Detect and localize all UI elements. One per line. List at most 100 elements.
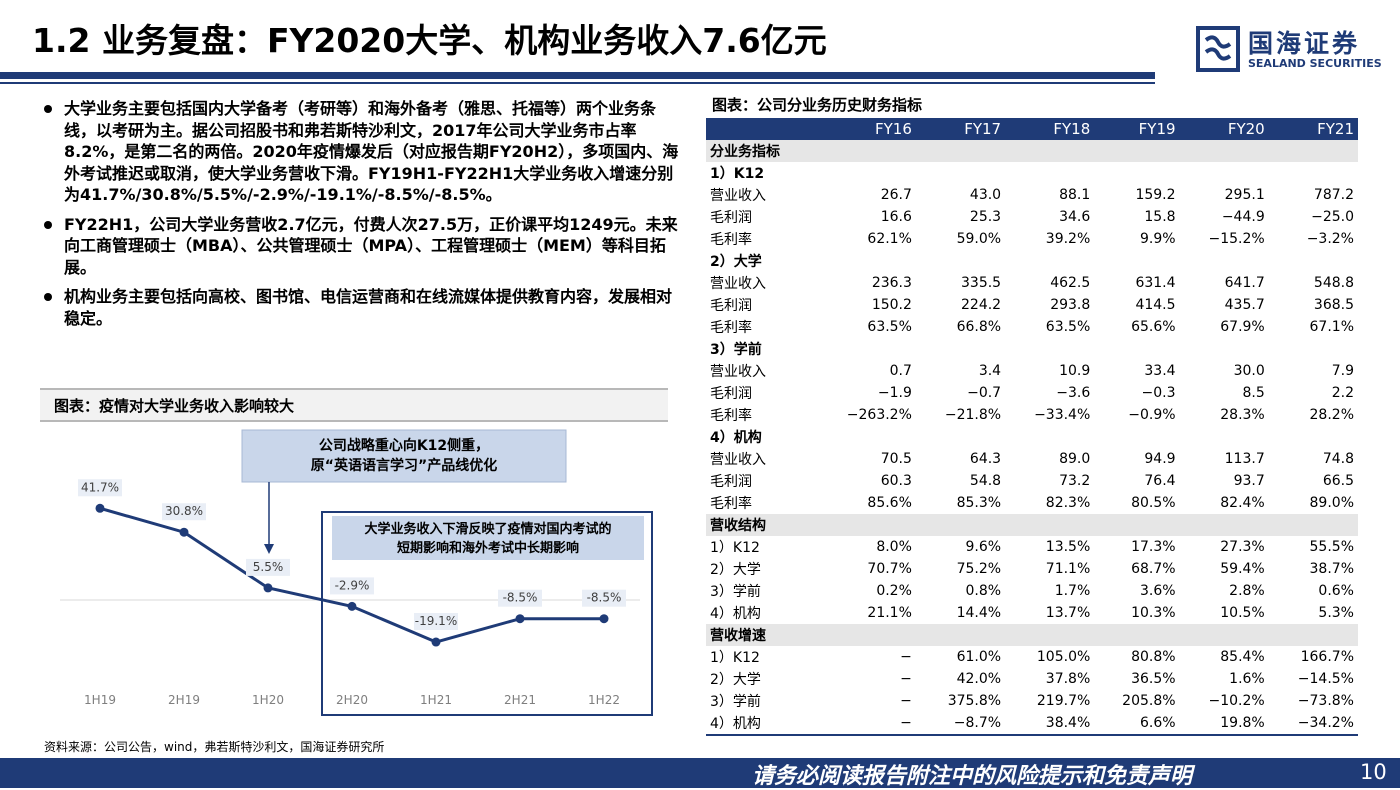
row-label: 3）学前 [710,342,762,358]
table-cell: 631.4 [1135,275,1176,291]
table-cell: 205.8% [1122,693,1176,709]
table-row: 分业务指标 [706,140,1358,162]
table-cell [814,250,916,272]
table-cell: 19.8% [1220,715,1265,731]
title-rule-thin [0,82,1155,84]
table-cell [814,624,916,646]
data-point [515,614,525,624]
table-cell: 70.5 [880,451,912,467]
table-row: 3）学前 0.2% 0.8% 1.7% 3.6% 2.8% 0.6% [706,580,1358,602]
table-row: 4）机构 − −8.7% 38.4% 6.6% 19.8% −34.2% [706,712,1358,734]
table-cell: 66.5 [1322,473,1354,489]
table-row: 1）K12 − 61.0% 105.0% 80.8% 85.4% 166.7% [706,646,1358,668]
table-cell: 462.5 [1050,275,1091,291]
table-cell [1094,426,1179,448]
data-label: 41.7% [81,480,119,494]
table-cell: 335.5 [961,275,1002,291]
table-cell: 5.3% [1318,605,1354,621]
data-label-bg [78,479,122,497]
bullet-fy22h1: FY22H1，公司大学业务营收2.7亿元，付费人次27.5万，正价课平均1249… [40,214,680,279]
callout-strategy-line1: 公司战略重心向K12侧重， [319,437,489,454]
row-label: 营收结构 [706,514,815,536]
row-label: 毛利率 [710,408,752,424]
table-cell [1269,426,1358,448]
table-cell: −8.7% [953,715,1002,731]
row-label: 营业收入 [710,188,766,204]
series-layer: 41.7% 1H19 30.8% 2H19 5.5% 1H20 -2.9% 2H20 -19.1… [78,479,626,707]
data-label-bg [498,589,542,607]
table-cell: 13.7% [1045,605,1091,621]
table-cell [1268,140,1358,162]
table-cell: 1.7% [1054,583,1091,599]
table-cell [1180,162,1269,184]
table-row: 1）K12 8.0% 9.6% 13.5% 17.3% 27.3% 55.5% [706,536,1358,558]
table-cell [915,514,1006,536]
table-cell: 224.2 [961,297,1002,313]
row-label: 4）机构 [710,606,761,622]
table-cell: 80.8% [1131,649,1176,665]
table-cell: 3.4 [978,363,1002,379]
table-cell: 66.8% [956,319,1002,335]
table-cell [916,338,1005,360]
table-cell [1094,162,1179,184]
table-cell: −14.5% [1297,671,1354,687]
table-cell [814,426,916,448]
table-cell [1269,250,1358,272]
table-cell [1269,338,1358,360]
title-rule [0,72,1155,79]
table-header-cell: FY21 [1268,118,1358,140]
table-row: 毛利率 85.6% 85.3% 82.3% 80.5% 82.4% 89.0% [706,492,1358,514]
table-cell [916,162,1005,184]
table-cell [1179,514,1269,536]
table-cell: −1.9 [877,385,912,401]
data-label-bg [414,613,458,631]
data-label-bg [582,589,626,607]
table-cell: 0.6% [1318,583,1354,599]
table-cell: 2.8% [1229,583,1265,599]
table-cell: 2.2 [1331,385,1354,401]
table-cell: 89.0 [1059,451,1091,467]
table-cell [1180,250,1269,272]
table-cell: −10.2% [1208,693,1265,709]
table-cell: − [900,693,912,709]
row-label: 毛利润 [710,474,752,490]
row-label: 1）K12 [710,650,760,666]
table-cell: 36.5% [1131,671,1176,687]
table-cell: 9.6% [965,539,1002,555]
table-title: 图表：公司分业务历史财务指标 [712,96,923,114]
table-row: 毛利润 150.2 224.2 293.8 414.5 435.7 368.5 [706,294,1358,316]
row-label: 4）机构 [710,716,761,732]
table-header-cell: FY16 [814,118,916,140]
row-label: 1）K12 [710,166,765,182]
data-label: -8.5% [587,591,622,605]
table-cell: 55.5% [1309,539,1354,555]
table-cell: 8.5 [1242,385,1265,401]
table-cell: 42.0% [956,671,1002,687]
row-label: 2）大学 [710,254,762,270]
table-cell [814,140,916,162]
table-header-cell: FY18 [1005,118,1095,140]
row-label: 营业收入 [710,276,766,292]
table-cell: 68.7% [1131,561,1176,577]
data-label: 30.8% [165,504,203,518]
row-label: 毛利率 [710,232,752,248]
data-point [431,637,441,647]
data-label: -8.5% [503,591,538,605]
table-cell: 74.8 [1322,451,1354,467]
table-header-cell: FY20 [1179,118,1269,140]
row-label: 3）学前 [710,694,761,710]
table-cell [1005,250,1094,272]
table-cell: −3.2% [1306,231,1354,247]
data-point [263,583,273,593]
table-cell: 85.3% [956,495,1002,511]
table-cell: 71.1% [1045,561,1091,577]
table-row: 1）K12 [706,162,1358,184]
table-cell [1094,140,1180,162]
table-row: 毛利率 63.5% 66.8% 63.5% 65.6% 67.9% 67.1% [706,316,1358,338]
table-cell: 82.4% [1220,495,1265,511]
table-cell: 33.4 [1144,363,1176,379]
row-label: 4）机构 [710,430,762,446]
table-cell: −25.0 [1311,209,1354,225]
table-row: 4）机构 [706,426,1358,448]
table-cell: 0.2% [876,583,912,599]
